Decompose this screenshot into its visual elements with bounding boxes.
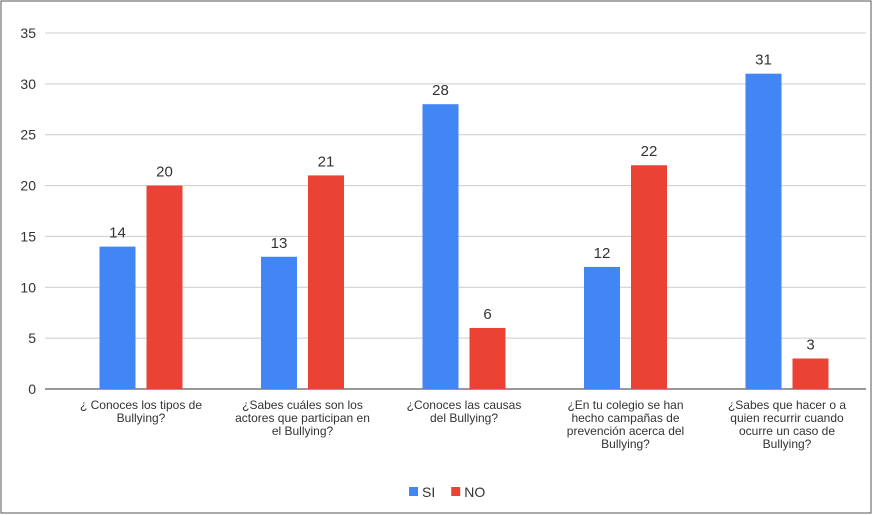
x-tick-label: ¿Conoces las causas del Bullying? xyxy=(407,398,522,425)
legend-swatch xyxy=(451,487,461,496)
x-tick-label-line: actores que participan en xyxy=(235,411,370,425)
y-tick-label: 0 xyxy=(28,381,36,397)
data-label: 22 xyxy=(641,143,658,160)
data-label: 14 xyxy=(109,225,126,242)
bar xyxy=(422,104,459,389)
x-tick-label-line: ¿ Conoces los tipos de xyxy=(80,398,202,412)
y-tick-label: 20 xyxy=(20,178,36,194)
x-tick-label: ¿Sabes cuáles son los actores que partici… xyxy=(235,398,370,438)
y-tick-label: 30 xyxy=(20,76,36,92)
x-tick-label-line: ¿Conoces las causas xyxy=(407,398,522,412)
x-tick-label-line: Bullying? xyxy=(117,411,166,425)
x-tick-label-line: del Bullying? xyxy=(430,411,498,425)
x-tick-label-line: Bullying? xyxy=(601,437,650,451)
bar xyxy=(261,256,297,389)
data-label: 21 xyxy=(318,153,335,170)
data-label: 3 xyxy=(806,336,814,353)
legend-label: SI xyxy=(422,484,435,500)
bar xyxy=(308,175,344,389)
y-tick-label: 10 xyxy=(20,279,36,295)
x-tick-label-line: ocurre un caso de xyxy=(739,424,835,438)
x-tick-label-line: prevención acerca del xyxy=(567,424,684,438)
x-tick-label-line: hecho campañas de xyxy=(571,411,679,425)
data-label: 6 xyxy=(483,306,491,323)
y-tick-label: 5 xyxy=(28,330,36,346)
y-tick-label: 25 xyxy=(20,127,36,143)
bar xyxy=(584,266,620,389)
bar xyxy=(146,185,183,389)
data-label: 13 xyxy=(271,235,288,252)
x-tick-label-line: ¿Sabes cuáles son los xyxy=(242,398,363,412)
x-tick-label-line: Bullying? xyxy=(763,437,812,451)
data-label: 28 xyxy=(432,82,449,99)
data-label: 31 xyxy=(755,52,772,69)
x-tick-label-line: el Bullying? xyxy=(272,424,334,438)
x-tick-label: ¿Sabes que hacer o a quien recurrir cuand… xyxy=(728,398,846,451)
bar xyxy=(99,246,136,389)
x-tick-label: ¿ Conoces los tipos de Bullying? xyxy=(80,398,202,425)
data-label: 12 xyxy=(594,245,611,262)
bar xyxy=(469,327,506,389)
legend-swatch xyxy=(409,487,418,496)
bar xyxy=(792,358,829,389)
x-tick-label: ¿En tu colegio se han hecho campañas de pr… xyxy=(567,398,684,451)
data-label: 20 xyxy=(156,164,173,181)
bar xyxy=(745,73,782,389)
x-tick-label-line: ¿Sabes que hacer o a xyxy=(728,398,846,412)
bar xyxy=(631,165,667,389)
x-tick-label-line: quien recurrir cuando xyxy=(730,411,844,425)
y-tick-label: 15 xyxy=(20,228,36,244)
x-tick-label-line: ¿En tu colegio se han xyxy=(567,398,683,412)
y-tick-label: 35 xyxy=(20,25,36,41)
legend-label: NO xyxy=(464,484,485,500)
